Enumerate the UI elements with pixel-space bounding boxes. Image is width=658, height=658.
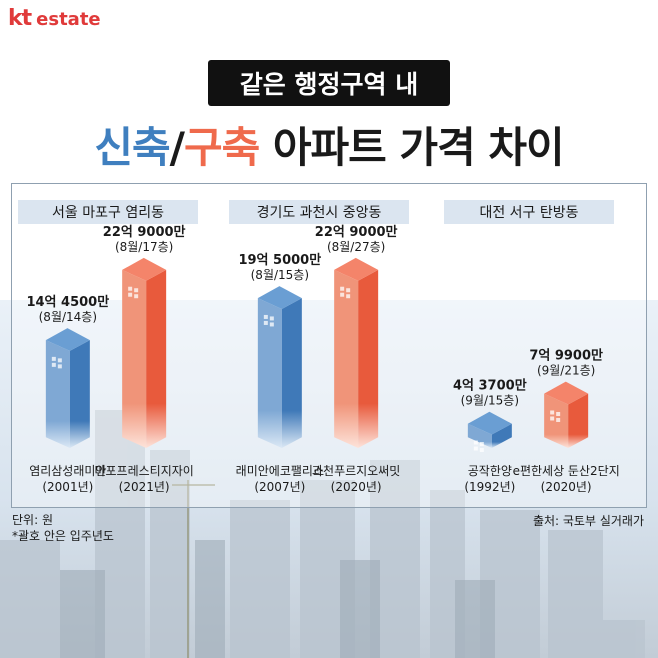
bar-1-old-date-floor-label: (8월/14층) [39,310,97,324]
bar-3-old-year-label: (1992년) [464,480,515,494]
region-label-3: 대전 서구 탄방동 [444,200,614,224]
bar-3-old-window [473,446,478,451]
bar-2-old-year-label: (2007년) [254,480,305,494]
bar-1-new-top [122,257,167,281]
bar-3-new-year-label: (2020년) [541,480,592,494]
logo-estate-text: estate [36,9,101,30]
bar-3-new-side [568,393,589,448]
page-title: 신축/구축 아파트 가격 차이 [0,114,658,174]
chart-notes: 단위: 원 *괄호 안은 입주년도 [12,512,114,544]
bar-2-old-apartment-label: 래미안에코팰리스 [236,464,324,478]
bar-1-old-window [57,358,62,363]
bar-2-new-side [358,269,379,448]
subtitle-banner: 같은 행정구역 내 [208,60,450,106]
title-new: 신축 [94,123,170,172]
bar-3-new-window [550,410,555,415]
bar-2-new-date-floor-label: (8월/27층) [327,240,385,254]
bar-3-new-window [550,416,555,421]
bar-3-old-window [479,442,484,447]
title-old: 구축 [183,123,260,172]
bar-1-new-window [128,286,133,291]
bar-3-new-apartment-label: e편한세상 둔산2단지 [513,464,620,478]
bar-1-new-year-label: (2021년) [119,480,170,494]
bar-2-new-apartment-label: 과천푸르지오써밋 [312,463,400,478]
brand-logo: kt estate [8,6,101,36]
bar-1-new-window [134,294,139,299]
bar-2-old-price-label: 19억 5000만 [238,252,321,268]
bar-1-new-apartment-label: 마포프레스티지자이 [94,464,193,478]
bar-1-old-price-label: 14억 4500만 [26,294,109,310]
bar-3-old-side [491,423,512,448]
chart-panel [11,183,647,508]
bar-1-new-price-label: 22억 9000만 [103,224,186,240]
bar-2-new-top [334,257,379,281]
bar-2-new-window [346,294,351,299]
bar-3-old-window [479,448,484,453]
bar-2-old-window [269,316,274,321]
footnote: *괄호 안은 입주년도 [12,529,114,543]
bar-2-old-top [257,286,302,309]
bar-2-new-front [334,269,359,448]
bar-1-old-front [45,340,70,448]
bar-2-old-side [281,298,302,448]
bar-1-new-front [122,269,147,448]
region-label-1: 서울 마포구 염리동 [18,200,198,224]
bar-1-new-date-floor-label: (8월/17층) [115,240,173,254]
background-top [0,0,658,300]
title-rest: 아파트 가격 차이 [259,123,565,172]
bar-3-new-window [556,411,561,416]
bar-2-old-window [263,314,268,319]
bar-3-old-date-floor-label: (9월/15층) [461,394,519,408]
cityscape-illustration [0,410,645,658]
bar-1-old-window [51,356,56,361]
bar-2-old-front [257,298,282,448]
bar-2-new-window [340,286,345,291]
bar-2-new-window [346,288,351,293]
title-slash: / [169,123,185,172]
bar-3-old-front [467,423,492,448]
bar-2-new-year-label: (2020년) [331,480,382,494]
unit-note: 단위: 원 [12,513,53,527]
bar-1-old-year-label: (2001년) [42,480,93,494]
bar-2-new-price-label: 22억 9000만 [315,224,398,240]
bar-2-new-window [340,292,345,297]
bar-3-old-window [473,440,478,445]
bar-3-old-price-label: 4억 3700만 [453,378,527,394]
bar-1-old-window [51,362,56,367]
bar-3-old-top [467,411,512,435]
bar-1-old-top [45,328,90,351]
bar-3-old-apartment-label: 공작한양 [468,464,512,478]
bar-1-new-window [134,288,139,293]
logo-kt-text: kt [8,6,32,31]
bar-2-old-window [263,320,268,325]
bar-1-old-window [57,364,62,369]
bar-1-old-side [69,340,90,448]
bar-2-old-window [269,322,274,327]
bar-1-new-side [146,269,167,448]
bar-3-new-top [544,381,589,405]
bar-2-old-date-floor-label: (8월/15층) [251,268,309,282]
bar-3-new-date-floor-label: (9월/21층) [537,364,595,378]
region-label-2: 경기도 과천시 중앙동 [229,200,409,224]
bar-1-new-window [128,292,133,297]
bar-3-new-window [556,417,561,422]
bar-1-old-apartment-label: 염리삼성래미안 [29,464,106,478]
source-note: 출처: 국토부 실거래가 [532,514,644,528]
bar-3-new-price-label: 7억 9900만 [529,348,603,364]
